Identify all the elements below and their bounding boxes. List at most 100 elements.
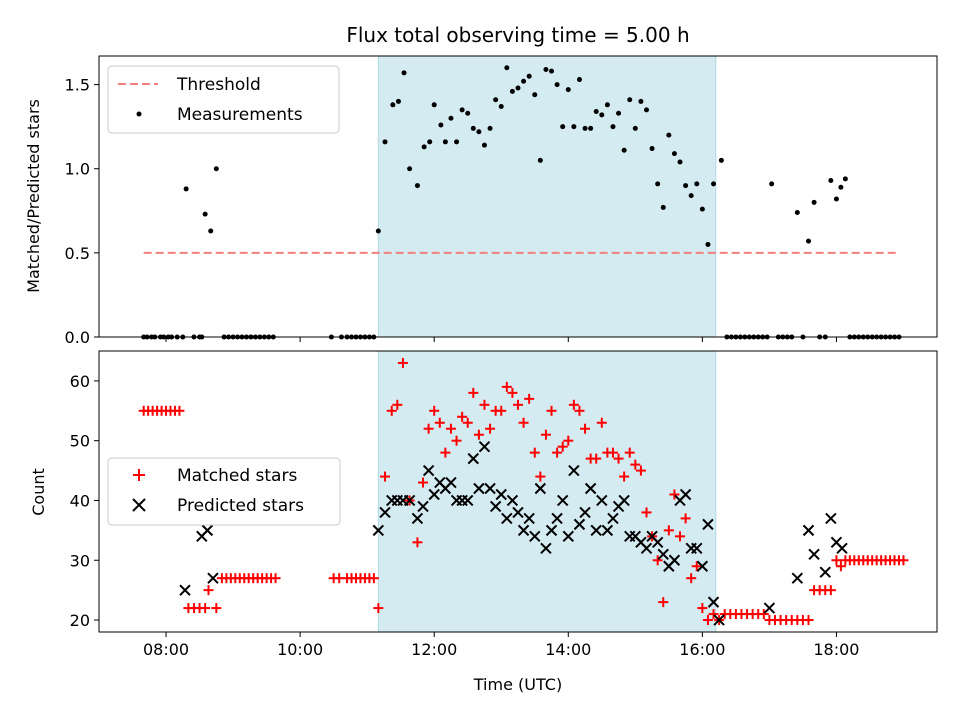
matched-stars-point bbox=[513, 399, 523, 410]
matched-stars-point bbox=[418, 477, 429, 488]
measurement-point bbox=[407, 166, 413, 172]
matched-stars-point bbox=[825, 585, 836, 596]
measurement-point bbox=[487, 125, 493, 131]
matched-stars-point bbox=[535, 471, 546, 482]
matched-stars-point bbox=[663, 525, 674, 536]
measurement-point bbox=[828, 178, 834, 184]
measurement-point bbox=[842, 176, 848, 182]
predicted-stars-point bbox=[825, 512, 837, 525]
predicted-stars-point bbox=[691, 542, 703, 555]
measurement-point bbox=[593, 109, 599, 115]
predicted-stars-point bbox=[428, 488, 440, 501]
predicted-stars-point bbox=[379, 506, 391, 519]
measurement-point bbox=[627, 97, 633, 103]
measurement-point bbox=[476, 129, 482, 135]
matched-stars-point bbox=[596, 417, 607, 428]
predicted-stars-point bbox=[545, 524, 558, 537]
matched-stars-point bbox=[368, 573, 379, 584]
predicted-stars-point bbox=[590, 524, 602, 537]
matched-stars-point bbox=[200, 603, 211, 614]
bottom-x-tick-label: 14:00 bbox=[545, 640, 591, 659]
top-y-tick-label: 0.5 bbox=[65, 244, 90, 263]
matched-stars-point bbox=[635, 465, 646, 476]
measurement-point bbox=[699, 206, 705, 212]
matched-stars-point bbox=[412, 537, 423, 548]
matched-stars-point bbox=[373, 603, 384, 614]
measurement-point bbox=[213, 166, 219, 172]
predicted-stars-point bbox=[501, 512, 513, 525]
predicted-stars-point bbox=[696, 560, 709, 572]
measurement-point bbox=[202, 211, 208, 217]
matched-stars-point bbox=[557, 441, 568, 452]
measurement-point bbox=[576, 77, 582, 83]
matched-stars-point bbox=[675, 531, 686, 542]
top-frame bbox=[98, 55, 938, 338]
measurement-point bbox=[677, 159, 683, 165]
matched-stars-point bbox=[507, 387, 518, 398]
matched-stars-legend-swatch bbox=[133, 469, 145, 481]
chart-title: Flux total observing time = 5.00 h bbox=[346, 23, 689, 47]
matched-stars-point bbox=[758, 609, 769, 620]
top-y-tick-label: 1.5 bbox=[65, 76, 90, 95]
measurement-point bbox=[705, 241, 711, 247]
measurement-point bbox=[694, 181, 700, 187]
predicted-stars-point bbox=[551, 512, 563, 525]
measurement-point bbox=[504, 65, 510, 71]
measurement-point bbox=[481, 142, 487, 148]
predicted-stars-point bbox=[473, 482, 485, 495]
predicted-stars-point bbox=[372, 524, 385, 537]
measurement-point bbox=[509, 88, 515, 94]
matched-stars-point bbox=[451, 435, 462, 446]
matched-stars-point bbox=[423, 423, 434, 434]
top-y-tick-label: 0.0 bbox=[65, 328, 90, 347]
predicted-stars-point bbox=[462, 494, 474, 507]
predicted-stars-legend-label: Predicted stars bbox=[177, 496, 304, 516]
matched-stars-point bbox=[473, 429, 484, 440]
measurement-point bbox=[470, 125, 476, 131]
predicted-stars-point bbox=[495, 488, 507, 501]
measurement-point bbox=[459, 107, 465, 113]
predicted-stars-point bbox=[523, 512, 535, 525]
matched-stars-point bbox=[552, 447, 563, 458]
predicted-stars-point bbox=[584, 482, 597, 495]
predicted-stars-point bbox=[651, 536, 664, 549]
predicted-stars-point bbox=[540, 542, 552, 555]
bottom-y-tick-label: 20 bbox=[70, 611, 90, 630]
measurement-point bbox=[582, 125, 588, 131]
measurement-point bbox=[438, 122, 444, 128]
measurement-point bbox=[395, 98, 401, 104]
top-legend-box bbox=[107, 65, 340, 134]
measurement-point bbox=[711, 181, 717, 187]
matched-stars-point bbox=[546, 405, 557, 416]
measurement-point bbox=[769, 181, 775, 187]
predicted-stars-point bbox=[802, 524, 815, 537]
matched-stars-point bbox=[686, 573, 697, 584]
predicted-stars-point bbox=[679, 488, 692, 501]
matched-stars-point bbox=[624, 447, 635, 458]
measurement-point bbox=[610, 124, 616, 130]
predicted-stars-point bbox=[489, 500, 502, 513]
predicted-stars-points bbox=[179, 440, 848, 626]
measurement-point bbox=[521, 78, 527, 84]
measurement-point bbox=[431, 102, 437, 108]
matched-stars-point bbox=[831, 555, 842, 566]
matched-stars-point bbox=[691, 561, 702, 572]
matched-stars-point bbox=[397, 357, 408, 368]
matched-stars-point bbox=[429, 405, 440, 416]
measurements-legend-swatch bbox=[136, 111, 142, 117]
predicted-stars-point bbox=[596, 494, 608, 507]
matched-stars-point bbox=[680, 513, 691, 524]
predicted-stars-point bbox=[601, 524, 614, 537]
predicted-stars-point bbox=[763, 602, 776, 614]
matched-stars-point bbox=[702, 615, 713, 626]
matched-stars-point bbox=[440, 447, 451, 458]
measurement-point bbox=[666, 132, 672, 138]
measurement-point bbox=[554, 82, 560, 88]
measurement-point bbox=[498, 103, 504, 109]
bottom-x-tick-label: 12:00 bbox=[411, 640, 457, 659]
measurement-point bbox=[571, 124, 577, 130]
measurement-point bbox=[401, 70, 407, 76]
matched-stars-point bbox=[630, 459, 641, 470]
measurement-point bbox=[718, 157, 724, 163]
